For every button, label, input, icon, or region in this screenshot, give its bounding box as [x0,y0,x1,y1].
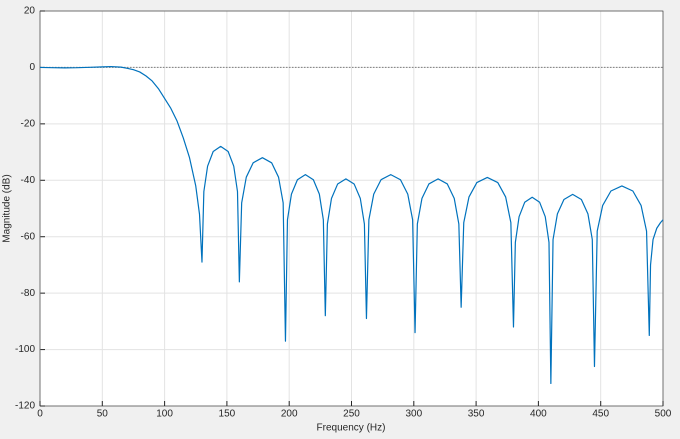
y-tick-label: -80 [21,288,36,299]
y-tick-label: -40 [21,175,36,186]
x-tick-label: 0 [37,409,43,420]
x-tick-label: 300 [405,409,422,420]
x-tick-label: 350 [468,409,485,420]
plot-frame [39,10,664,407]
y-axis-label: Magnitude (dB) [2,174,13,242]
y-tick-label: -20 [21,118,36,129]
x-tick-label: 400 [530,409,547,420]
x-tick-label: 200 [281,409,298,420]
y-tick-label: -100 [15,344,35,355]
response-line [39,65,664,385]
y-tick-label: -60 [21,231,36,242]
y-tick-label: 0 [29,62,35,73]
x-axis-label: Frequency (Hz) [317,423,386,434]
x-tick-label: 250 [343,409,360,420]
x-tick-label: 500 [655,409,672,420]
y-tick-label: 20 [24,6,36,17]
x-tick-label: 50 [97,409,109,420]
x-tick-label: 450 [592,409,609,420]
x-tick-label: 100 [156,409,173,420]
x-tick-label: 150 [219,409,236,420]
y-tick-label: -120 [15,401,35,412]
